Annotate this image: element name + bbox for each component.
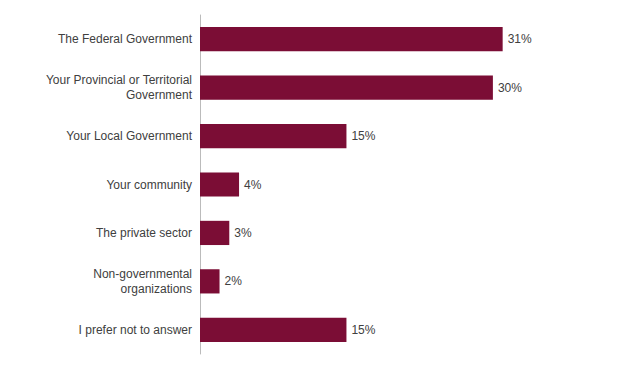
svg-text:I prefer not to answer: I prefer not to answer xyxy=(79,323,192,337)
svg-text:The Federal Government: The Federal Government xyxy=(58,32,193,46)
svg-text:30%: 30% xyxy=(498,81,522,95)
svg-text:4%: 4% xyxy=(244,178,262,192)
svg-text:Your community: Your community xyxy=(106,178,192,192)
svg-text:The private sector: The private sector xyxy=(96,226,192,240)
svg-text:Your Local Government: Your Local Government xyxy=(66,129,192,143)
svg-text:Non-governmental: Non-governmental xyxy=(93,267,192,281)
svg-text:organizations: organizations xyxy=(121,282,192,296)
svg-text:15%: 15% xyxy=(351,323,375,337)
svg-text:3%: 3% xyxy=(234,226,252,240)
svg-text:15%: 15% xyxy=(351,129,375,143)
svg-text:31%: 31% xyxy=(508,32,532,46)
svg-text:2%: 2% xyxy=(225,274,243,288)
svg-text:Your Provincial or Territorial: Your Provincial or Territorial xyxy=(46,73,192,87)
svg-text:Government: Government xyxy=(126,88,193,102)
